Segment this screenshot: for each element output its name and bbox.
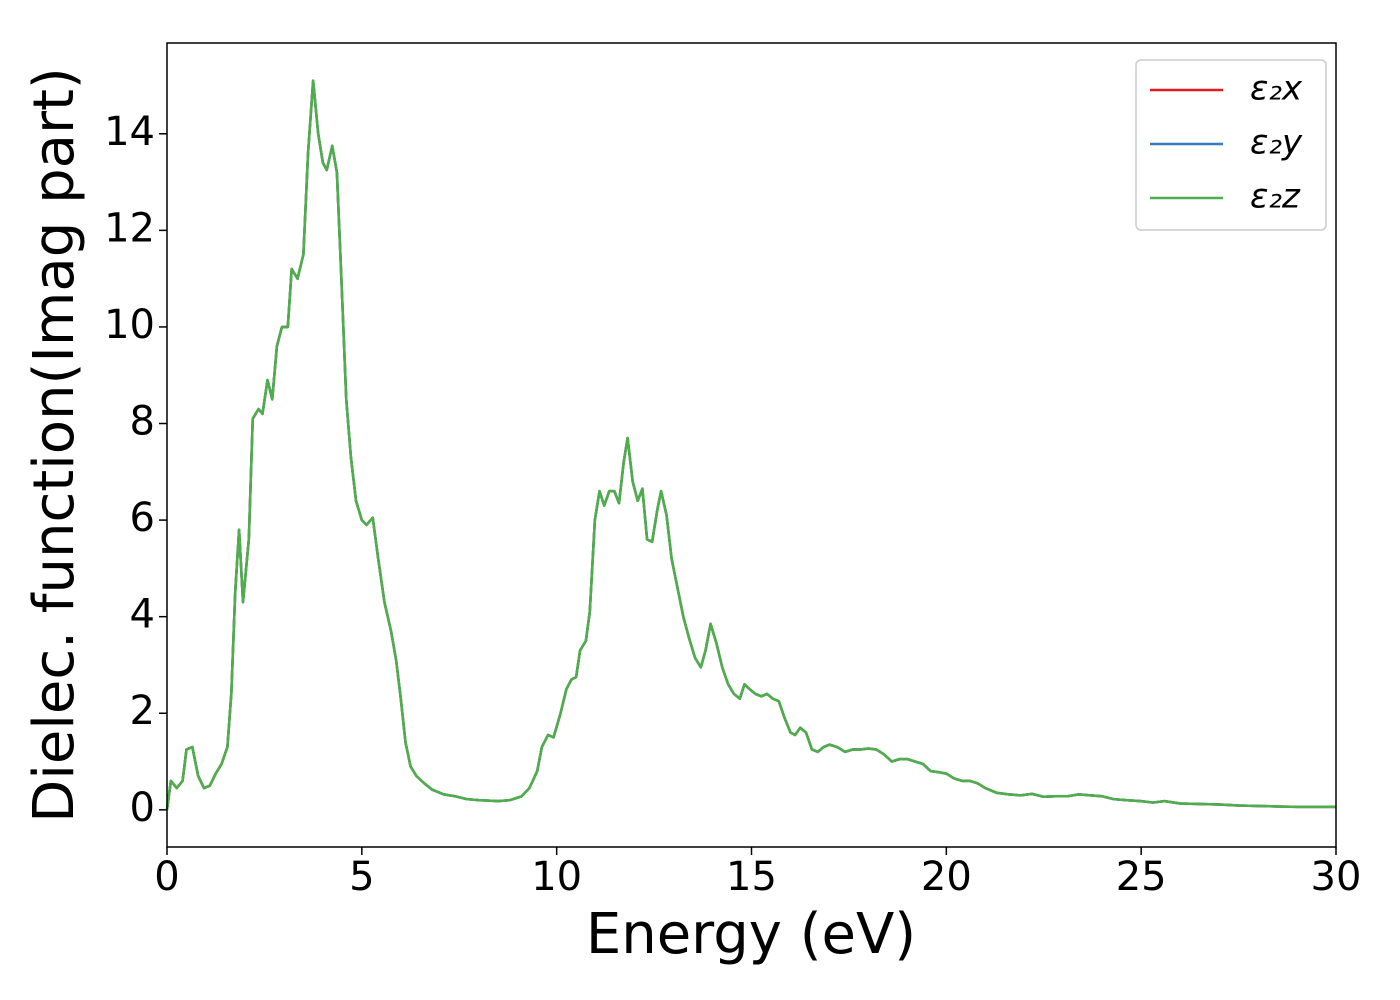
x-tick-label: 15 <box>726 854 777 900</box>
legend-label: ε₂z <box>1250 177 1301 217</box>
y-axis-label: Dielec. function(Imag part) <box>22 67 87 823</box>
y-tick-label: 8 <box>130 399 155 445</box>
legend-box <box>1135 59 1327 231</box>
x-tick-label: 30 <box>1311 854 1362 900</box>
x-tick-label: 10 <box>531 854 582 900</box>
y-tick-label: 14 <box>104 109 155 155</box>
y-tick-label: 0 <box>130 785 155 831</box>
y-tick-label: 4 <box>130 592 155 638</box>
x-tick-label: 5 <box>349 854 374 900</box>
y-tick-label: 10 <box>104 302 155 348</box>
x-axis-label: Energy (eV) <box>586 902 916 967</box>
legend-label: ε₂x <box>1250 69 1303 109</box>
data-line <box>165 79 1336 810</box>
x-tick-label: 25 <box>1116 854 1167 900</box>
x-tick-label: 20 <box>921 854 972 900</box>
legend-label: ε₂y <box>1250 123 1303 163</box>
y-tick-label: 6 <box>130 495 155 541</box>
plot-frame <box>166 42 1337 848</box>
x-tick-label: 0 <box>154 854 179 900</box>
y-tick-label: 12 <box>104 205 155 251</box>
y-tick-label: 2 <box>130 688 155 734</box>
